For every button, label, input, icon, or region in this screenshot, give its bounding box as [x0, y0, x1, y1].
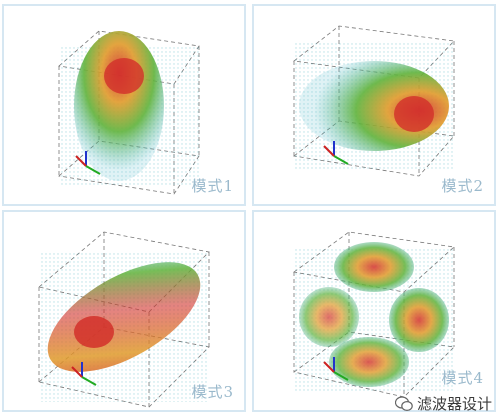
axis-triad-icon	[71, 362, 97, 386]
mode-panel-4: 模式4	[252, 210, 496, 412]
mode-panel-2: 模式2	[252, 4, 496, 206]
watermark-text: 滤波器设计	[416, 395, 492, 413]
mode-label-4: 模式4	[441, 369, 484, 387]
axis-triad-icon	[323, 141, 349, 165]
field-plot-mode-2	[293, 25, 455, 177]
watermark: 滤波器设计	[394, 393, 492, 414]
mode-panel-3: 模式3	[2, 210, 246, 412]
mode-label-3: 模式3	[191, 383, 234, 401]
mode-label-1: 模式1	[191, 177, 234, 195]
field-plot-mode-1	[58, 30, 200, 195]
field-plot-mode-3	[38, 231, 210, 408]
axis-triad-icon	[323, 357, 349, 381]
wechat-icon	[394, 395, 413, 411]
axis-triad-icon	[75, 151, 101, 175]
mode-panel-1: 模式1	[2, 4, 246, 206]
field-plot-mode-4	[293, 231, 455, 398]
mode-label-2: 模式2	[441, 177, 484, 195]
